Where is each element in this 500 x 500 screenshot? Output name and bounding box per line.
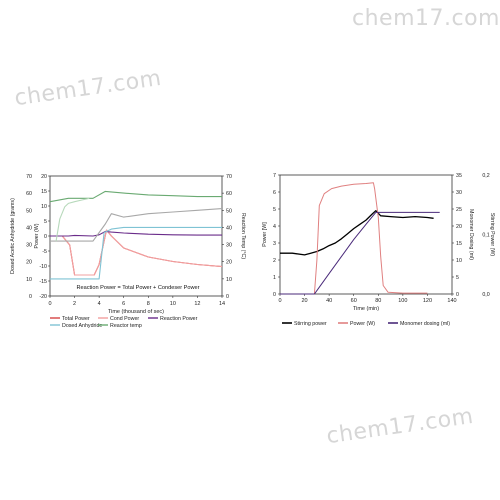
power-axis-tick-label: 5 (273, 207, 276, 213)
power-axis-tick-label: 2 (273, 258, 276, 264)
power-axis-tick-label: 4 (273, 224, 276, 230)
series-line-1 (280, 182, 428, 295)
x-tick-label: 120 (423, 298, 432, 304)
series-line-4 (49, 190, 222, 203)
temp-axis-label: Reaction Temp (°C) (240, 213, 246, 259)
power-axis-tick-label: 6 (273, 190, 276, 196)
power-axis-tick-label: 5 (44, 219, 47, 225)
dosing-axis-tick-label: 15 (456, 241, 462, 247)
dosed-axis-tick-label: 50 (26, 208, 32, 214)
power-axis-tick-label: -20 (39, 294, 47, 300)
legend-label: Reactor temp (110, 323, 142, 329)
dosed-axis-tick-label: 30 (26, 243, 32, 249)
series-line-6 (55, 197, 90, 242)
x-tick-label: 60 (351, 298, 357, 304)
dosed-axis-tick-label: 10 (26, 277, 32, 283)
x-tick-label: 14 (219, 301, 225, 307)
dosed-axis-tick-label: 60 (26, 191, 32, 197)
temp-axis-tick-label: 10 (226, 277, 232, 283)
stirring-axis-tick-label: 0,2 (482, 173, 489, 179)
dosed-axis-tick-label: 70 (26, 174, 32, 180)
temp-axis-tick-label: 40 (226, 225, 232, 231)
legend-label: Reaction Power (160, 316, 198, 322)
power-axis-tick-label: 20 (41, 174, 47, 180)
power-axis-tick-label: 15 (41, 189, 47, 195)
power-axis-tick-label: -10 (39, 264, 47, 270)
temp-axis-tick-label: 70 (226, 174, 232, 180)
legend-label: Stirring power (294, 321, 327, 327)
reaction-power-chart: 0 2 4 6 8 10 12 14 Time (thousand of sec) 0 10 20 30… (10, 174, 246, 329)
dosing-axis-tick-label: 35 (456, 173, 462, 179)
x-tick-label: 6 (122, 301, 125, 307)
x-tick-label: 10 (170, 301, 176, 307)
dosing-axis-tick-label: 0 (456, 292, 459, 298)
x-tick-label: 8 (147, 301, 150, 307)
power-axis-tick-label: 7 (273, 173, 276, 179)
annotation-text: Reaction Power = Total Power + Condeser … (76, 285, 199, 291)
dosed-axis-tick-label: 20 (26, 260, 32, 266)
x-tick-label: 0 (278, 298, 281, 304)
temp-axis-tick-label: 50 (226, 208, 232, 214)
x-axis-label: Time (min) (353, 306, 379, 312)
legend-label: Cond Power (110, 316, 139, 322)
stirring-axis-tick-label: 0,0 (482, 292, 489, 298)
temp-axis-tick-label: 60 (226, 191, 232, 197)
dosing-axis-tick-label: 25 (456, 207, 462, 213)
dosing-axis-tick-label: 10 (456, 258, 462, 264)
series-line-2 (280, 211, 440, 295)
x-tick-label: 0 (48, 301, 51, 307)
x-axis-label: Time (thousand of sec) (108, 309, 164, 315)
series-line-2 (50, 230, 222, 237)
legend-label: Monomer dosing (ml) (400, 321, 450, 327)
power-axis-label: Power (W) (34, 223, 40, 248)
power-axis-tick-label: 3 (273, 241, 276, 247)
plot-frame (279, 174, 453, 295)
series-line-5 (50, 208, 223, 242)
dosed-axis-tick-label: 0 (29, 294, 32, 300)
power-axis-tick-label: 0 (44, 234, 47, 240)
dosed-axis-label: Dosed Acetic Anhydride (grams) (10, 198, 16, 274)
series-line-1 (50, 229, 223, 276)
temp-axis-tick-label: 30 (226, 243, 232, 249)
series-line-3 (50, 226, 222, 280)
x-tick-label: 2 (73, 301, 76, 307)
x-tick-label: 140 (447, 298, 456, 304)
x-tick-label: 12 (194, 301, 200, 307)
dosing-axis-label: Monomer Dosing (ml) (468, 209, 474, 260)
power-axis-tick-label: -15 (39, 279, 47, 285)
x-tick-label: 20 (302, 298, 308, 304)
x-tick-label: 4 (98, 301, 101, 307)
temp-axis-tick-label: 20 (226, 260, 232, 266)
x-tick-label: 40 (326, 298, 332, 304)
legend-label: Total Power (62, 316, 90, 322)
series-line-0 (280, 210, 434, 256)
temp-axis-tick-label: 0 (226, 294, 229, 300)
stirring-axis-tick-label: 0,1 (482, 233, 489, 239)
x-tick-label: 100 (398, 298, 407, 304)
power-axis-tick-label: -5 (42, 249, 47, 255)
power-axis-tick-label: 10 (41, 204, 47, 210)
legend-label: Dosed Anhydride (62, 323, 102, 329)
dosing-axis-tick-label: 5 (456, 275, 459, 281)
x-tick-label: 80 (375, 298, 381, 304)
power-axis-tick-label: 0 (273, 292, 276, 298)
watermark-top-right: chem17.com (352, 6, 500, 31)
power-axis-tick-label: 1 (273, 275, 276, 281)
dosing-axis-tick-label: 20 (456, 224, 462, 230)
dosed-axis-tick-label: 40 (26, 225, 32, 231)
stirring-axis-label: Stirring Power (W) (489, 213, 495, 256)
dosing-axis-tick-label: 30 (456, 190, 462, 196)
legend-label: Power (W) (350, 321, 375, 327)
power-axis-label: Power [W] (262, 222, 268, 247)
